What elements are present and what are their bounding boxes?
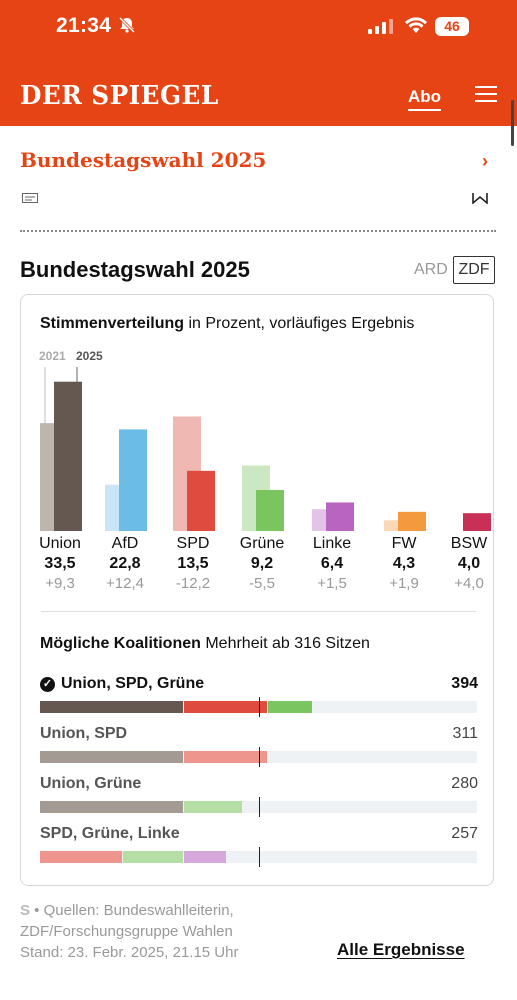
wifi-icon [404,16,428,39]
source-line-2: ZDF/Forschungsgruppe Wahlen [20,923,233,940]
coalition-name-text: Union, SPD, Grüne [61,675,205,692]
party-name: Linke [312,535,352,552]
coalition-bar-segment [40,851,123,863]
party-value: 13,5 [177,555,209,572]
source-line-1: Quellen: Bundeswahlleiterin, [43,902,234,919]
coalition-name: Union, SPD [40,725,127,743]
coalition-bar-segment [184,851,227,863]
chart-title-rest: in Prozent, vorläufiges Ergebnis [184,315,415,332]
coalition-bar [40,797,477,817]
all-results-link[interactable]: Alle Ergebnisse [337,940,465,959]
majority-marker [259,747,261,767]
coalition-name: SPD, Grüne, Linke [40,825,180,843]
dotted-divider [20,230,496,232]
party-name: Union [39,535,81,552]
bar-2025-grüne [256,489,284,531]
coalition-name-text: SPD, Grüne, Linke [40,825,180,842]
majority-marker [259,797,261,817]
status-time: 21:34 [56,14,112,37]
section-divider [41,611,476,612]
bar-2025-union [54,381,82,531]
legend-2025: 2025 [76,349,103,363]
party-value: 9,2 [250,555,274,572]
majority-marker [259,697,261,717]
battery-indicator: 46 [435,17,469,36]
coalition-bar [40,747,477,767]
bar-2025-linke [326,502,354,531]
coalition-seats: 311 [452,725,478,742]
bar-2025-bsw [463,513,491,531]
coalition-seats: 280 [451,775,478,792]
party-value: 4,0 [457,555,481,572]
legend-2021: 2021 [39,349,66,363]
hamburger-menu-icon[interactable] [475,86,497,104]
coalitions-title-rest: Mehrheit ab 316 Sitzen [200,635,370,652]
check-circle-icon: ✓ [40,677,55,692]
bar-2025-fw [398,511,426,531]
coalition-bar [40,847,477,867]
spiegel-logo[interactable]: DER SPIEGEL [20,81,219,111]
abo-link[interactable]: Abo [408,87,442,111]
bookmark-icon[interactable] [472,191,488,209]
coalition-bar-segment [184,801,243,813]
coalition-bar [40,697,477,717]
scrollbar[interactable] [511,100,514,146]
party-diff: +12,4 [106,575,144,592]
coalition-name-text: Union, Grüne [40,775,142,792]
sources-note: S • Quellen: Bundeswahlleiterin, ZDF/For… [20,902,239,961]
results-card: Stimmenverteilung in Prozent, vorläufige… [20,294,494,886]
site-header: DER SPIEGEL Abo [0,56,517,126]
widget-title: Bundestagswahl 2025 [20,257,250,282]
source-line-3: Stand: 23. Febr. 2025, 21.15 Uhr [20,944,239,961]
vote-bar-chart [40,367,491,531]
bar-2025-spd [187,470,215,531]
coalitions-title-bold: Mögliche Koalitionen [40,635,201,652]
source-ard-tab[interactable]: ARD [414,261,448,278]
party-value: 6,4 [320,555,344,572]
coalition-bar-segment [123,851,184,863]
bar-2025-afd [119,429,147,531]
coalition-bar-segment [267,701,313,713]
majority-marker [259,847,261,867]
muted-bell-icon [118,16,136,39]
party-diff: +4,0 [454,575,484,592]
spiegel-s-logo: S [20,902,31,919]
party-name: BSW [450,535,488,552]
party-value: 22,8 [109,555,141,572]
coalition-seats: 257 [451,825,478,842]
party-diff: +1,9 [389,575,419,592]
coalition-name: Union, Grüne [40,775,141,793]
coalition-bar-segment [184,751,267,763]
party-value: 4,3 [392,555,416,572]
cellular-signal-icon [368,19,394,39]
chart-title-bold: Stimmenverteilung [40,315,185,332]
party-diff: -12,2 [175,575,211,592]
status-bar: 21:34 46 [0,0,517,56]
coalition-name-text: Union, SPD [40,725,128,742]
party-name: Grüne [239,535,285,552]
coalition-bar-segment [184,701,267,713]
party-value: 33,5 [44,555,76,572]
party-name: SPD [176,535,210,552]
chart-title: Stimmenverteilung in Prozent, vorläufige… [40,315,414,333]
coalition-bar-segment [40,751,184,763]
party-diff: +1,5 [317,575,347,592]
coalition-seats: 394 [451,675,478,692]
coalition-name: ✓ Union, SPD, Grüne [40,675,204,693]
topic-title-link[interactable]: Bundestagswahl 2025 [20,148,267,172]
party-name: AfD [111,535,139,552]
article-icon [22,190,38,208]
party-diff: +9,3 [45,575,75,592]
party-diff: -5,5 [249,575,275,592]
coalition-bar-segment [40,701,184,713]
source-zdf-tab[interactable]: ZDF [453,256,495,284]
party-name: FW [391,535,417,552]
coalitions-title: Mögliche Koalitionen Mehrheit ab 316 Sit… [40,635,370,653]
coalition-bar-segment [40,801,184,813]
chevron-right-icon[interactable]: › [482,151,488,171]
